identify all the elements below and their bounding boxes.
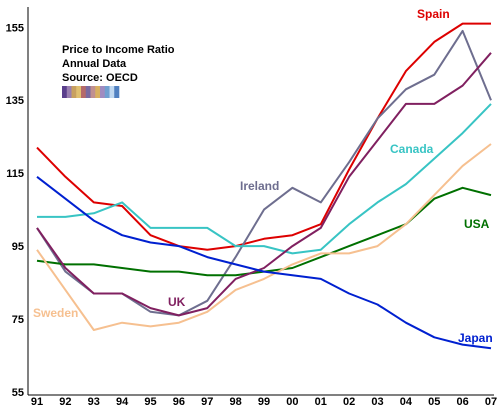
label-uk: UK xyxy=(168,295,186,309)
y-tick-label: 75 xyxy=(12,314,24,326)
logo-strip-segment xyxy=(81,86,87,98)
y-tick-label: 95 xyxy=(12,241,24,253)
logo-strip-segment xyxy=(109,86,115,98)
logo-strip-segment xyxy=(100,86,106,98)
x-tick-label: 05 xyxy=(428,396,440,406)
series-labels: Spain Ireland Canada USA UK Sweden Japan xyxy=(33,7,493,345)
x-tick-labels: 91 92 93 94 95 96 97 98 99 00 01 02 03 04 05 06 07 xyxy=(31,396,497,406)
axes xyxy=(27,7,494,396)
label-ireland: Ireland xyxy=(240,179,279,193)
series-line-canada xyxy=(37,103,492,255)
y-tick-label: 135 xyxy=(6,95,24,107)
x-tick-label: 07 xyxy=(485,396,497,406)
x-tick-label: 91 xyxy=(31,396,43,406)
y-tick-label: 155 xyxy=(6,22,24,34)
logo-strip-segment xyxy=(95,86,101,98)
x-tick-label: 04 xyxy=(400,396,413,406)
logo-strip-segment xyxy=(104,86,110,98)
y-tick-label: 55 xyxy=(12,387,24,399)
series-lines xyxy=(36,22,492,350)
logo-strip-segment xyxy=(71,86,77,98)
x-tick-label: 06 xyxy=(457,396,469,406)
x-tick-label: 03 xyxy=(371,396,383,406)
oecd-logo-strip xyxy=(62,86,120,98)
logo-strip-segment xyxy=(85,86,91,98)
chart-source: Source: OECD xyxy=(62,72,138,84)
x-tick-label: 98 xyxy=(230,396,242,406)
y-tick-labels: 55 75 95 115 135 155 xyxy=(6,22,24,399)
x-tick-label: 95 xyxy=(144,396,156,406)
x-tick-label: 94 xyxy=(116,396,129,406)
y-tick-label: 115 xyxy=(6,168,24,180)
label-japan: Japan xyxy=(458,331,493,345)
series-line-usa xyxy=(36,186,492,277)
x-tick-label: 00 xyxy=(286,396,298,406)
series-line-japan xyxy=(36,176,492,350)
x-tick-label: 97 xyxy=(201,396,213,406)
x-tick-label: 99 xyxy=(258,396,270,406)
title-block: Price to Income Ratio Annual Data Source… xyxy=(62,44,175,98)
logo-strip-segment xyxy=(76,86,82,98)
x-tick-label: 92 xyxy=(59,396,71,406)
x-tick-label: 02 xyxy=(343,396,355,406)
chart-title: Price to Income Ratio xyxy=(62,44,175,56)
logo-strip-segment xyxy=(66,86,72,98)
x-tick-label: 01 xyxy=(315,396,327,406)
chart-subtitle: Annual Data xyxy=(62,58,127,70)
series-line-sweden xyxy=(36,143,492,331)
label-canada: Canada xyxy=(390,142,434,156)
x-tick-label: 96 xyxy=(173,396,185,406)
logo-strip-segment xyxy=(90,86,96,98)
logo-strip-segment xyxy=(114,86,120,98)
series-line-spain xyxy=(36,22,491,251)
series-line-uk xyxy=(36,52,492,317)
label-usa: USA xyxy=(464,217,490,231)
label-spain: Spain xyxy=(417,7,450,21)
label-sweden: Sweden xyxy=(33,306,78,320)
logo-strip-segment xyxy=(62,86,68,98)
x-tick-label: 93 xyxy=(88,396,100,406)
